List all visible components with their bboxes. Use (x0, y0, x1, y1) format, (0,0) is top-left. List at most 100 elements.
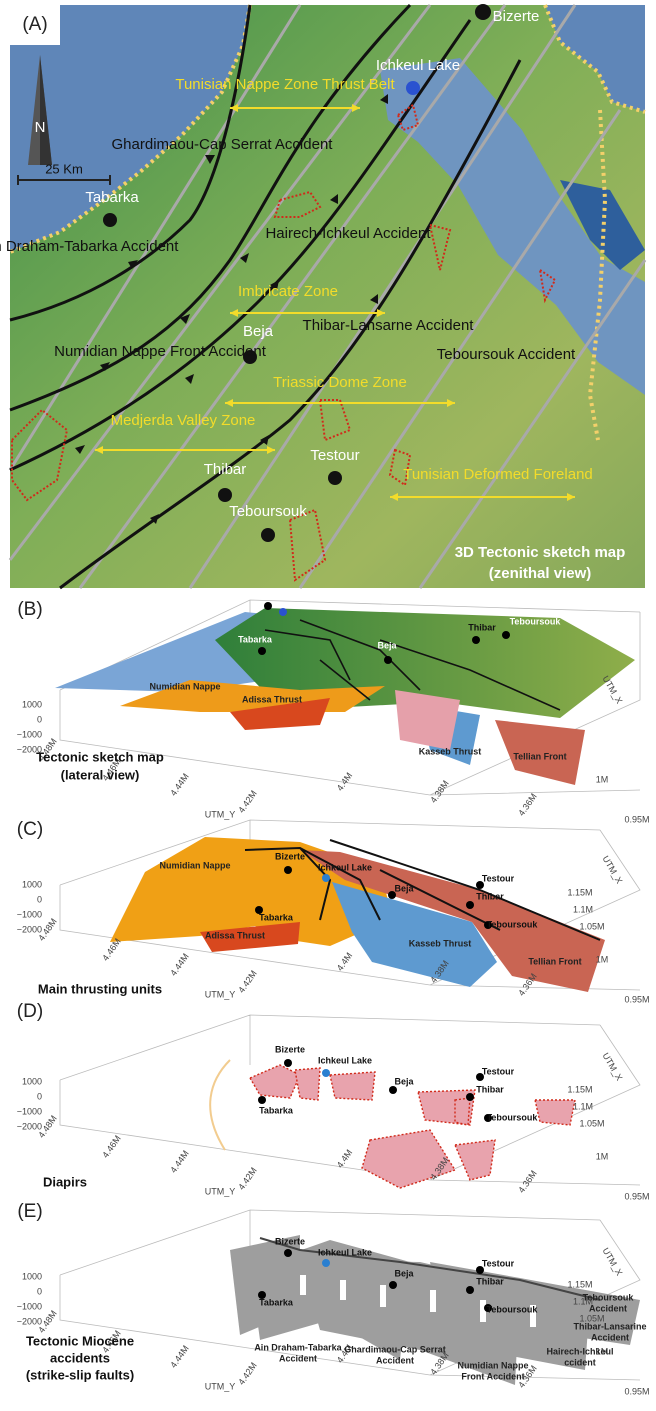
place-dots (258, 1291, 266, 1299)
y-tick-label: 4.42M (236, 789, 259, 815)
zone-label: Imbricate Zone (238, 283, 338, 300)
place-label: Thibar (468, 622, 496, 632)
panel-e-shapes (59, 1209, 641, 1381)
diapirs (248, 1064, 301, 1099)
thrust-teeth (240, 253, 249, 263)
place-label: Tabarka (259, 912, 294, 922)
thrust-teeth (185, 374, 194, 384)
x-tick-label: 0.95M (624, 814, 649, 824)
place-label: Teboursouk (510, 616, 562, 626)
grey-faults (298, 109, 622, 589)
diapirs (294, 1067, 321, 1101)
z-tick-label: 1000 (22, 879, 42, 889)
place-dots (322, 1069, 330, 1077)
place-dots (284, 1249, 292, 1257)
thrust-teeth (270, 280, 279, 290)
sea (10, 5, 250, 252)
diapir-outlines (288, 508, 327, 582)
unit-label: Tellian Front (528, 956, 581, 966)
diapir-outlines (273, 190, 322, 218)
x-tick-label: 1.15M (567, 1279, 592, 1289)
place-dots (476, 881, 484, 889)
fault-label: Thibar-Lansarne Accident (303, 317, 475, 334)
caption: Tectonic Miocene (26, 1333, 134, 1348)
thrust-teeth (260, 435, 269, 445)
adissa-thrust (200, 922, 300, 952)
place-dots (258, 1249, 492, 1312)
place-label: Ichkeul Lake (318, 1055, 372, 1065)
panel-label: (E) (17, 1201, 42, 1222)
place-dots (284, 866, 292, 874)
diapirs (361, 1129, 457, 1189)
axis-label: UTM_Y (205, 1381, 236, 1391)
panel-c-shapes (59, 819, 641, 991)
scale-label: 25 Km (45, 161, 83, 176)
y-tick-label: 4.4M (335, 951, 355, 973)
caption: Tectonic sketch map (36, 749, 164, 764)
thrust-teeth (128, 260, 138, 269)
place-label: Teboursouk (487, 1304, 539, 1314)
place-label: Beja (243, 323, 274, 340)
axis-label: UTM_Y (205, 989, 236, 999)
x-tick-label: 1M (596, 774, 609, 784)
place-label: Beja (394, 883, 414, 893)
z-tick-label: −1000 (17, 909, 42, 919)
fault-planes (430, 1262, 640, 1345)
place-dots (258, 1059, 492, 1122)
fault-gaps (480, 1300, 486, 1322)
unit-label: Adissa Thrust (242, 694, 302, 704)
unit-label: Numidian Nappe (159, 860, 230, 870)
panel-d-shapes (59, 1014, 641, 1189)
panel-label: (D) (17, 1001, 43, 1022)
x-tick-label: 1.1M (573, 904, 593, 914)
x-tick-label: 1.1M (573, 1101, 593, 1111)
x-tick-label: 1.05M (579, 1313, 604, 1323)
place-label: Teboursouk (229, 503, 307, 520)
place-label: Bizerte (275, 1236, 305, 1246)
place-dots (279, 608, 287, 616)
y-tick-label: 4.4M (335, 1148, 355, 1170)
scale-bar (17, 175, 111, 185)
diapir-outlines (388, 448, 412, 487)
place-label: Tabarka (85, 189, 139, 206)
place-dots (284, 1059, 292, 1067)
grey-faults (8, 4, 432, 561)
panel-b-shapes (59, 599, 641, 796)
zone-arrows (95, 107, 575, 498)
place-label: Testour (482, 873, 515, 883)
x-tick-label: 0.95M (624, 994, 649, 1004)
panel-label: (A) (22, 14, 47, 35)
place-label: Ichkeul Lake (318, 862, 372, 872)
fault-label: Front Accident (461, 1371, 524, 1381)
zone-label: Medjerda Valley Zone (111, 412, 256, 429)
place-label: Ichkeul Lake (318, 1247, 372, 1257)
fault-label: Numidian Nappe Front Accident (54, 343, 267, 360)
z-tick-label: 1000 (22, 1076, 42, 1086)
diapirs (329, 1071, 376, 1101)
sea (400, 5, 645, 112)
tellian-front (300, 850, 605, 992)
place-dots (484, 921, 492, 929)
diapir-outlines (396, 103, 420, 132)
y-tick-label: 4.44M (168, 1344, 191, 1370)
thrust-lines (9, 3, 522, 590)
place-label: Beja (394, 1076, 414, 1086)
fault-gaps (380, 1285, 386, 1307)
y-tick-label: 4.42M (236, 1361, 259, 1387)
place-label: Testour (482, 1258, 515, 1268)
north-arrow (40, 55, 52, 165)
thrust-teeth (75, 94, 388, 524)
fault-label: Ghardimaou-Cap Serrat (344, 1344, 446, 1354)
place-dots (389, 1281, 397, 1289)
thrust-teeth (330, 194, 338, 204)
x-tick-label: 1.05M (579, 1118, 604, 1128)
zone-label: Triassic Dome Zone (273, 374, 407, 391)
panel-label: (B) (17, 599, 42, 620)
thrust-teeth (180, 314, 190, 324)
place-dots (103, 4, 491, 542)
place-label: Tabarka (259, 1297, 294, 1307)
place-dots (264, 602, 272, 610)
y-tick-label: 4.42M (236, 1166, 259, 1192)
zone-label: Tunisian Nappe Zone Thrust Belt (175, 76, 395, 93)
fault-gaps (300, 1275, 536, 1327)
